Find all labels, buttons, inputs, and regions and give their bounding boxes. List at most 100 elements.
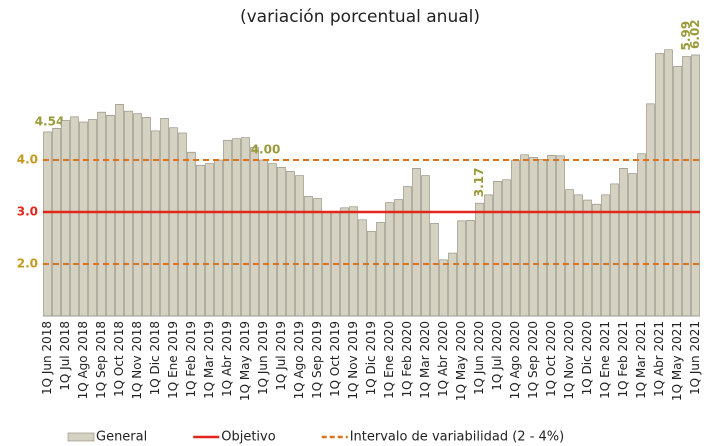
bar xyxy=(538,159,547,317)
x-tick-label: 1Q Ago 2020 xyxy=(508,321,522,399)
x-tick-label: 1Q Dic 2019 xyxy=(364,321,378,395)
value-label: 5.99 xyxy=(679,21,693,51)
bar xyxy=(646,103,655,317)
bar xyxy=(259,159,268,317)
bar xyxy=(268,163,277,317)
value-label: 6.02 xyxy=(688,19,702,49)
x-tick-label: 1Q Jun 2018 xyxy=(40,321,54,395)
x-tick-label: 1Q Abr 2019 xyxy=(220,321,234,397)
bar xyxy=(439,259,448,317)
bar xyxy=(664,49,673,317)
bar xyxy=(367,230,376,317)
x-tick-label: 1Q Jul 2019 xyxy=(274,321,288,391)
bar xyxy=(313,198,322,317)
legend-label: Objetivo xyxy=(221,430,275,445)
x-tick-label: 1Q Ago 2019 xyxy=(292,321,306,399)
x-tick-label: 1Q Mar 2020 xyxy=(418,321,432,399)
bar xyxy=(376,222,385,317)
bar xyxy=(466,220,475,317)
x-tick-label: 1Q Abr 2020 xyxy=(436,321,450,397)
value-label: 3.17 xyxy=(472,168,486,198)
bar xyxy=(655,53,664,317)
bar xyxy=(88,119,97,317)
bar xyxy=(493,181,502,317)
x-tick-label: 1Q Sep 2019 xyxy=(310,321,324,399)
bar xyxy=(358,219,367,317)
bar xyxy=(682,56,691,317)
y-tick-label: 3.0 xyxy=(17,205,38,219)
x-tick-label: 1Q Ene 2020 xyxy=(382,321,396,399)
bar xyxy=(61,120,70,317)
x-tick-label: 1Q Feb 2019 xyxy=(184,321,198,398)
bar xyxy=(637,153,646,317)
x-tick-label: 1Q Ene 2021 xyxy=(598,321,612,399)
bar xyxy=(529,157,538,317)
bar xyxy=(223,139,232,317)
x-tick-label: 1Q Jul 2018 xyxy=(58,321,72,391)
x-tick-label: 1Q Dic 2018 xyxy=(148,321,162,395)
x-tick-label: 1Q Ago 2018 xyxy=(76,321,90,399)
bar xyxy=(133,113,142,317)
bar xyxy=(673,66,682,317)
x-tick-label: 1Q Jun 2019 xyxy=(256,321,270,395)
bar xyxy=(52,127,61,317)
bar xyxy=(421,175,430,317)
bar xyxy=(250,147,259,317)
x-tick-label: 1Q Nov 2018 xyxy=(130,321,144,400)
bar xyxy=(583,199,592,317)
x-tick-label: 1Q May 2019 xyxy=(238,321,252,401)
bar xyxy=(187,151,196,317)
bar xyxy=(619,168,628,317)
bar xyxy=(277,166,286,317)
bar xyxy=(511,160,520,317)
bar xyxy=(295,175,304,317)
bar xyxy=(412,168,421,317)
x-tick-label: 1Q Jun 2021 xyxy=(688,321,702,395)
x-tick-label: 1Q Dic 2020 xyxy=(580,321,594,395)
x-tick-label: 1Q Nov 2019 xyxy=(346,321,360,400)
bar xyxy=(403,186,412,317)
legend-label: Intervalo de variabilidad (2 - 4%) xyxy=(350,430,565,445)
bar xyxy=(304,196,313,317)
bar xyxy=(79,121,88,317)
x-tick-label: 1Q Feb 2020 xyxy=(400,321,414,398)
legend-label: General xyxy=(96,430,147,445)
x-tick-label: 1Q May 2021 xyxy=(670,321,684,401)
value-label: 4.00 xyxy=(251,143,281,157)
bar xyxy=(628,173,637,317)
x-tick-label: 1Q Mar 2019 xyxy=(202,321,216,399)
bar xyxy=(196,164,205,317)
value-label: 4.54 xyxy=(35,114,65,128)
bar xyxy=(610,183,619,317)
x-tick-label: 1Q Feb 2021 xyxy=(616,321,630,398)
y-tick-label: 4.0 xyxy=(17,153,38,167)
x-tick-label: 1Q Oct 2018 xyxy=(112,321,126,397)
legend-swatch xyxy=(67,432,95,442)
x-tick-label: 1Q Jul 2020 xyxy=(490,321,504,391)
x-tick-label: 1Q Mar 2021 xyxy=(634,321,648,399)
bar xyxy=(520,154,529,317)
bar xyxy=(457,220,466,317)
x-tick-label: 1Q Oct 2020 xyxy=(544,321,558,397)
bar xyxy=(142,117,151,317)
x-tick-label: 1Q May 2020 xyxy=(454,321,468,401)
bar xyxy=(115,104,124,317)
bar xyxy=(385,202,394,317)
bar xyxy=(502,179,511,317)
bar xyxy=(430,223,439,317)
bar xyxy=(340,207,349,317)
bar xyxy=(97,111,106,317)
bar xyxy=(592,203,601,317)
x-tick-label: 1Q Ene 2019 xyxy=(166,321,180,399)
bar xyxy=(286,171,295,317)
bar xyxy=(547,155,556,317)
bar xyxy=(70,116,79,317)
bar xyxy=(691,54,700,317)
bar xyxy=(106,114,115,317)
bar xyxy=(124,110,133,317)
bar xyxy=(160,118,169,317)
x-tick-label: 1Q Sep 2018 xyxy=(94,321,108,399)
y-tick-label: 2.0 xyxy=(17,257,38,271)
bar xyxy=(565,189,574,317)
